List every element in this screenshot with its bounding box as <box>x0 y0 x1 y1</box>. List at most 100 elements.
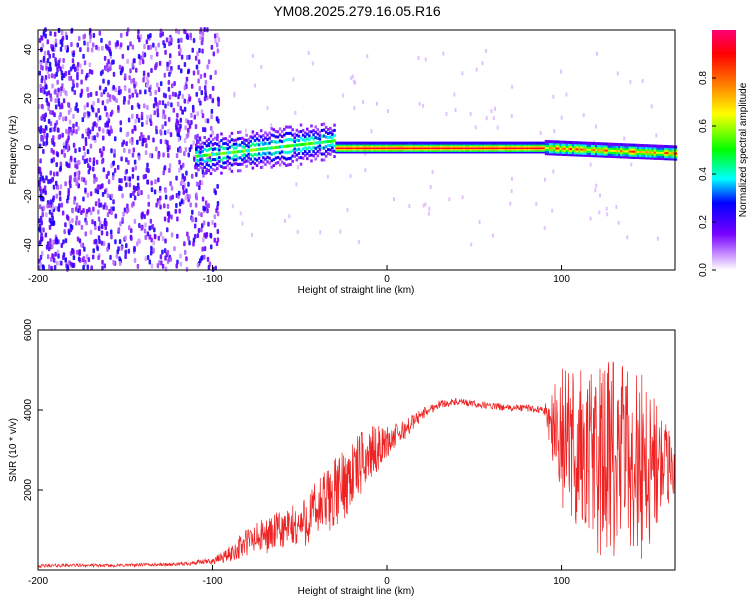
spectrogram-cell <box>73 90 77 96</box>
snr-x-tick-label: -100 <box>203 576 223 587</box>
spectrogram-cell <box>121 193 124 199</box>
spectrogram-cell <box>191 216 194 222</box>
spectrogram-cell <box>555 150 558 154</box>
spectrogram-cell <box>491 233 494 238</box>
spectrogram-cell <box>285 138 288 142</box>
spectrogram-cell <box>133 83 136 89</box>
spectrogram-cell <box>657 150 661 154</box>
spectrogram-cell <box>316 132 320 136</box>
spectrogram-cell <box>150 180 153 186</box>
spectrogram-cell <box>261 140 264 145</box>
spectrogram-cell <box>454 108 457 113</box>
spectrogram-cell <box>119 120 123 126</box>
spectrogram-cell <box>106 212 110 218</box>
spectrogram-cell <box>86 192 90 198</box>
spectrogram-cell <box>590 143 594 147</box>
spectrogram-cell <box>196 262 200 268</box>
spectrogram-cell <box>469 111 472 116</box>
spectrogram-cell <box>650 104 653 109</box>
spectrogram-cell <box>280 129 284 133</box>
spectrogram-cell <box>257 161 261 165</box>
spectrogram-cell <box>595 146 598 150</box>
spectrogram-cell <box>236 143 240 147</box>
spectrogram-cell <box>68 163 71 169</box>
spectrogram-cell <box>234 158 238 162</box>
spectrogram-cell <box>80 88 84 94</box>
spectrogram-cell <box>205 153 209 157</box>
spectrogram-cell <box>198 47 201 53</box>
spectrogram-cell <box>262 164 265 169</box>
spectrogram-cell <box>154 46 158 52</box>
spectrogram-cell <box>287 157 290 161</box>
spectrogram-cell <box>285 151 288 155</box>
spectrogram-cell <box>289 131 292 135</box>
spectrogram-cell <box>211 157 215 161</box>
spectrogram-cell <box>283 218 286 223</box>
spectrogram-cell <box>174 92 177 98</box>
spectrogram-cell <box>76 62 80 68</box>
spectrogram-cell <box>245 133 248 137</box>
spectrogram-cell <box>314 130 317 134</box>
spectrogram-cell <box>647 146 650 150</box>
spectrogram-cell <box>626 143 629 147</box>
spectrogram-cell <box>163 72 167 78</box>
spectrogram-cell <box>657 156 661 160</box>
spectrogram-cell <box>150 263 154 269</box>
spectrogram-cell <box>244 128 247 133</box>
spectrogram-cell <box>159 81 163 87</box>
spectrogram-cell <box>572 143 575 147</box>
spectrogram-cell <box>43 116 46 122</box>
spectrogram-cell <box>105 231 109 237</box>
spectrogram-cell <box>584 153 588 157</box>
spectrogram-cell <box>209 140 213 144</box>
spectrogram-cell <box>128 88 131 94</box>
spectrogram-cell <box>191 209 194 215</box>
spectrogram-cell <box>622 147 625 151</box>
spectrogram-cell <box>51 215 54 221</box>
spectrogram-cell <box>546 150 550 154</box>
spectrogram-cell <box>118 239 122 245</box>
spectrogram-cell <box>469 141 472 145</box>
spectrogram-cell <box>173 246 176 252</box>
spectrogram-cell <box>117 85 121 91</box>
spectrogram-cell <box>209 146 213 150</box>
spectrogram-cell <box>590 152 594 156</box>
spectrogram-cell <box>419 141 422 145</box>
spectrogram-cell <box>93 220 97 226</box>
spectrogram-cell <box>48 242 52 248</box>
spectrogram-cell <box>586 149 590 153</box>
spectrogram-cell <box>301 133 305 137</box>
spectrogram-cell <box>266 155 269 159</box>
spectrogram-cell <box>58 260 61 266</box>
spectrogram-cell <box>182 185 185 191</box>
spectrogram-cell <box>110 163 113 169</box>
spectrogram-cell <box>605 148 609 152</box>
spectrogram-cell <box>611 146 615 150</box>
spectrogram-cell <box>592 154 596 158</box>
spectrogram-cell <box>295 182 298 187</box>
spectrogram-cell <box>668 149 671 153</box>
spectrogram-cell <box>124 249 127 255</box>
spectrogram-cell <box>353 105 356 110</box>
spectrogram-cell <box>653 152 657 156</box>
spectrogram-cell <box>39 239 42 245</box>
spectrogram-cell <box>72 128 75 134</box>
spectrogram-cell <box>639 150 642 154</box>
spectrogram-cell <box>622 143 625 147</box>
spectrogram-cell <box>496 125 499 130</box>
spectrogram-cell <box>64 116 68 122</box>
spectrogram-cell <box>310 141 313 145</box>
spectrogram-cell <box>135 241 139 247</box>
spectrogram-cell <box>418 101 421 106</box>
spectrogram-cell <box>628 145 632 149</box>
spectrogram-cell <box>616 153 619 157</box>
spectrogram-cell <box>368 141 372 145</box>
spectrogram-cell <box>641 146 644 150</box>
spectrogram-cell <box>586 143 590 147</box>
spectrogram-cell <box>588 143 592 147</box>
spectrogram-cell <box>422 103 425 108</box>
spectrogram-cell <box>561 148 565 152</box>
spectrogram-cell <box>213 136 217 140</box>
spectrogram-cell <box>120 186 123 192</box>
